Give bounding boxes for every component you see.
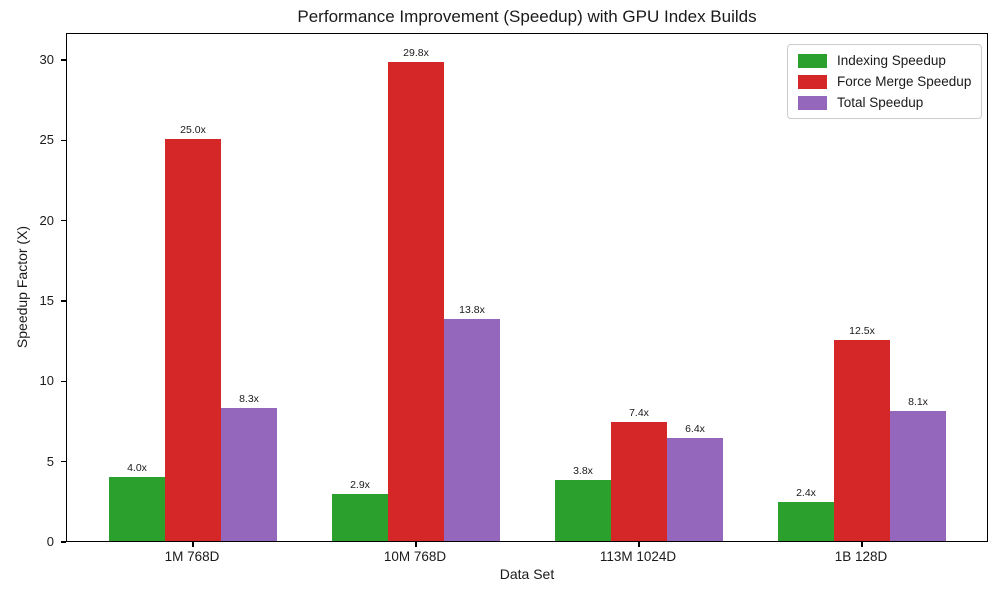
y-tick-mark [61,460,66,463]
y-tick-mark [61,59,66,61]
x-axis-label: Data Set [499,566,555,582]
x-tick-label: 1B 128D [834,549,888,564]
x-tick-mark [638,542,640,547]
bar-total-speedup-10m-768d [444,319,500,541]
x-tick-label: 10M 768D [383,549,447,564]
legend: Indexing Speedup Force Merge Speedup Total… [787,44,983,119]
y-tick-label: 20 [39,212,54,228]
bar-indexing-speedup-1m-768d [109,476,165,541]
bar-value-label: 2.4x [796,487,816,500]
bar-value-label: 8.3x [239,392,259,405]
y-tick-mark [61,541,66,543]
bar-force-merge-speedup-1m-768d [165,139,221,541]
x-tick-mark [861,542,863,547]
legend-item-label: Total Speedup [837,95,924,110]
bar-total-speedup-1m-768d [221,407,277,541]
legend-item-label: Indexing Speedup [837,53,946,68]
bar-force-merge-speedup-1b-128d [834,340,890,541]
bar-value-label: 6.4x [685,423,705,436]
legend-item-label: Force Merge Speedup [837,74,972,89]
y-tick-mark [61,219,66,222]
chart-title: Performance Improvement (Speedup) with G… [297,7,757,26]
bar-value-label: 13.8x [459,304,485,317]
y-tick-mark [61,300,66,302]
bar-indexing-speedup-1b-128d [778,502,834,541]
bar-value-label: 25.0x [180,124,206,137]
y-axis-label-text: Speedup Factor (X) [14,225,30,349]
y-tick-label: 0 [46,534,54,549]
bar-value-label: 8.1x [908,395,928,408]
bar-value-label: 3.8x [573,464,593,477]
bar-value-label: 4.0x [127,461,147,474]
x-tick-mark [415,542,417,547]
x-tick-label: 1M 768D [164,549,220,564]
legend-swatch [798,95,827,110]
x-tick-label: 113M 1024D [599,549,677,564]
bar-total-speedup-1b-128d [890,410,946,541]
bar-force-merge-speedup-113m-1024d [611,422,667,541]
bar-force-merge-speedup-10m-768d [388,62,444,541]
bar-indexing-speedup-10m-768d [332,494,388,541]
bar-indexing-speedup-113m-1024d [555,479,611,541]
y-tick-mark [61,380,66,383]
bar-total-speedup-113m-1024d [667,438,723,541]
legend-item-force-merge-speedup: Force Merge Speedup [798,73,971,90]
legend-item-indexing-speedup: Indexing Speedup [798,52,971,69]
x-tick-mark [192,542,194,547]
bar-value-label: 2.9x [350,479,370,492]
legend-swatch [798,53,827,68]
y-tick-mark [61,139,66,142]
y-tick-label: 5 [46,453,54,469]
legend-item-total-speedup: Total Speedup [798,94,971,111]
bar-value-label: 12.5x [849,325,875,338]
y-tick-label: 30 [39,51,54,67]
y-tick-label: 25 [39,132,54,148]
legend-swatch [798,74,827,89]
bar-value-label: 29.8x [403,47,429,60]
y-tick-label: 15 [39,292,54,308]
y-tick-label: 10 [39,373,54,389]
bar-value-label: 7.4x [629,407,649,420]
